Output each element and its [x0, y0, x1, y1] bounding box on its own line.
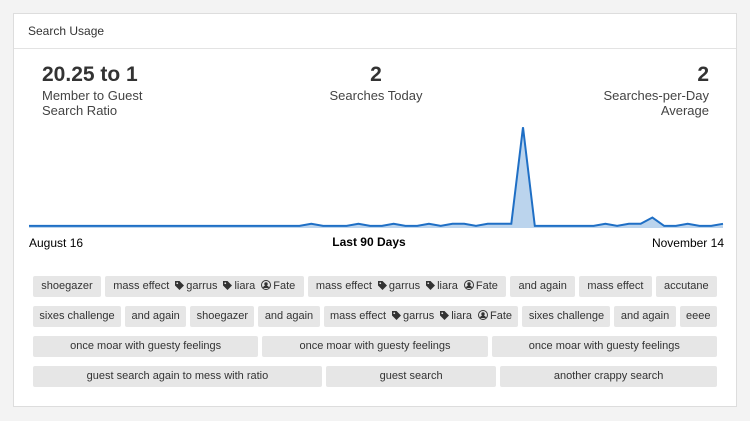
- stat: 20.25 to 1 Member to Guest Search Ratio: [42, 62, 142, 118]
- sub-tag: garrus: [403, 310, 435, 322]
- tag[interactable]: another crappy search: [500, 366, 718, 387]
- line: [29, 127, 724, 227]
- tag-label: once moar with guesty feelings: [70, 340, 222, 352]
- tag-label: guest search again to mess with ratio: [86, 370, 269, 382]
- tag-label: mass effect: [329, 310, 387, 322]
- area: [29, 127, 723, 228]
- tag-label: and again: [131, 310, 180, 322]
- stat-value: 2: [370, 63, 382, 86]
- tag[interactable]: and again: [614, 306, 676, 327]
- panel: Search Usage 20.25 to 1 Member to Guest Se…: [13, 13, 737, 407]
- stat-label: Searches Today: [329, 88, 423, 103]
- tag-label: shoegazer: [41, 280, 93, 292]
- tag[interactable]: once moar with guesty feelings: [262, 336, 488, 357]
- stat-label: Average: [660, 103, 709, 118]
- tag[interactable]: mass effect garrus liara Fate: [323, 306, 519, 327]
- tag[interactable]: accutane: [655, 276, 717, 297]
- sub-tag: garrus: [388, 280, 421, 292]
- user-icon: [463, 280, 474, 290]
- stat-label: Search Ratio: [42, 103, 118, 118]
- stat-value: 2: [697, 63, 709, 86]
- tag-label: accutane: [664, 280, 709, 292]
- stat-label: Member to Guest: [42, 88, 143, 103]
- stat: 2 Searches-per-Day Average: [604, 62, 710, 118]
- tag[interactable]: mass effect: [579, 276, 652, 297]
- tag[interactable]: guest search: [325, 366, 497, 387]
- tag-label: eeee: [686, 310, 711, 322]
- tag-icon: [440, 311, 450, 320]
- tag[interactable]: mass effect garrus liara Fate: [104, 276, 304, 297]
- axis-middle: Last 90 Days: [332, 235, 406, 249]
- tag-icon: [392, 311, 402, 320]
- tag-label: and again: [620, 310, 670, 322]
- tag-label: another crappy search: [553, 370, 664, 382]
- tag-list: shoegazer mass effect garrus liara Fate mass …: [33, 276, 718, 387]
- sparkline: August 16 Last 90 Days November 14: [29, 127, 724, 250]
- sub-tag: liara: [437, 280, 458, 292]
- tag[interactable]: and again: [258, 306, 320, 327]
- axis-end: November 14: [652, 236, 724, 250]
- tag-user: Fate: [490, 310, 513, 322]
- tag-label: once moar with guesty feelings: [299, 340, 451, 352]
- stat: 2 Searches Today: [276, 62, 476, 103]
- tag-icon: [175, 281, 185, 290]
- tag[interactable]: once moar with guesty feelings: [33, 336, 259, 357]
- tag-label: mass effect: [587, 280, 644, 292]
- tag[interactable]: and again: [510, 276, 576, 297]
- tag-user: Fate: [475, 280, 498, 292]
- tag-label: sixes challenge: [528, 310, 605, 322]
- tag-label: and again: [264, 310, 314, 322]
- tag[interactable]: mass effect garrus liara Fate: [307, 276, 507, 297]
- tag-icon: [377, 281, 387, 290]
- tag-icon: [426, 281, 436, 290]
- tag[interactable]: once moar with guesty feelings: [491, 336, 717, 357]
- tag[interactable]: sixes challenge: [33, 306, 122, 327]
- tag[interactable]: guest search again to mess with ratio: [33, 366, 322, 387]
- user-icon: [261, 280, 272, 290]
- tag-label: once moar with guesty feelings: [528, 340, 680, 352]
- tag[interactable]: shoegazer: [33, 276, 101, 297]
- tag-icon: [223, 281, 233, 290]
- tag-label: sixes challenge: [39, 310, 115, 322]
- axis-start: August 16: [29, 236, 83, 250]
- stat-label: Searches-per-Day: [603, 88, 710, 103]
- tag[interactable]: eeee: [679, 306, 717, 327]
- panel-title: Search Usage: [14, 14, 736, 49]
- tag-label: shoegazer: [196, 310, 248, 322]
- tag-label: mass effect: [315, 280, 372, 292]
- tag-label: guest search: [379, 370, 443, 382]
- stat-value: 20.25 to 1: [42, 63, 138, 86]
- sub-tag: liara: [451, 310, 472, 322]
- user-icon: [478, 310, 488, 320]
- tag-user: Fate: [273, 280, 296, 292]
- tag[interactable]: and again: [125, 306, 187, 327]
- sub-tag: liara: [234, 280, 256, 292]
- tag-label: and again: [518, 280, 567, 292]
- sub-tag: garrus: [186, 280, 218, 292]
- tag-label: mass effect: [113, 280, 170, 292]
- tag[interactable]: shoegazer: [190, 306, 255, 327]
- tag[interactable]: sixes challenge: [522, 306, 611, 327]
